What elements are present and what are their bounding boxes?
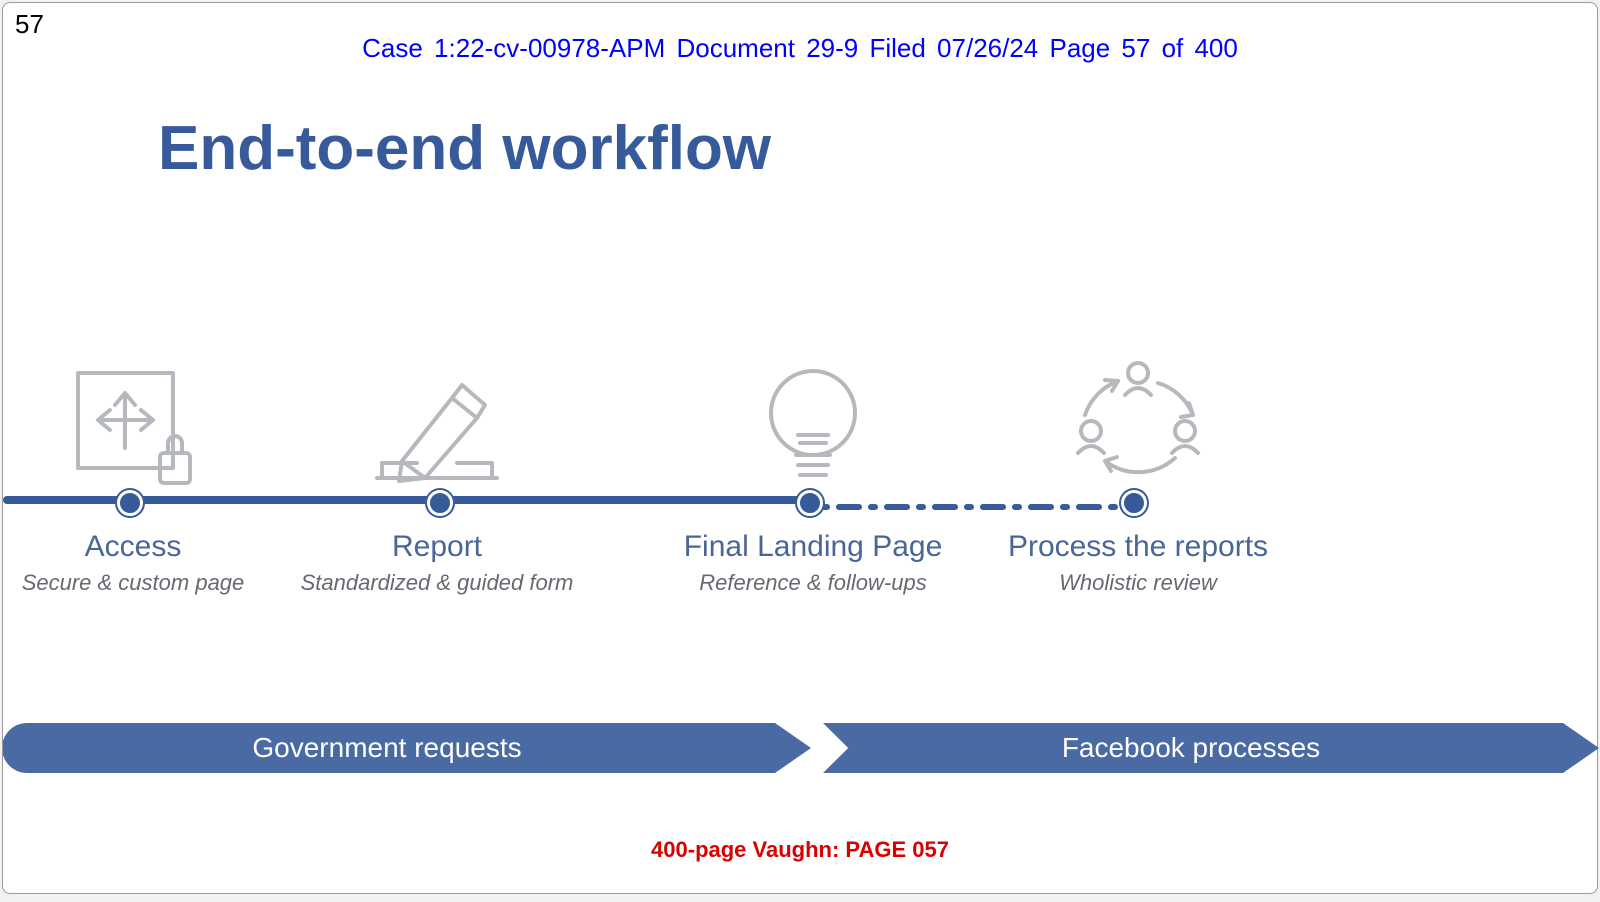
slide-title: End-to-end workflow [158,113,771,184]
workflow-step: Process the reports Wholistic review [968,353,1308,596]
step-title: Final Landing Page [643,530,983,564]
timeline [3,496,1600,506]
page-frame: 57 Case 1:22-cv-00978-APM Document 29-9 … [2,2,1598,894]
people-icon [968,353,1308,488]
timeline-node [117,490,143,516]
category-arrow: Government requests [3,723,811,773]
step-subtitle: Secure & custom page [3,570,263,596]
workflow-step: Access Secure & custom page [3,353,263,596]
step-title: Access [3,530,263,564]
access-icon [3,353,263,488]
timeline-node [427,490,453,516]
step-subtitle: Standardized & guided form [267,570,607,596]
step-title: Report [267,530,607,564]
workflow-step: Report Standardized & guided form [267,353,607,596]
category-arrow-label: Government requests [3,723,771,773]
category-arrow-label: Facebook processes [823,723,1559,773]
case-header: Case 1:22-cv-00978-APM Document 29-9 Fil… [3,33,1597,64]
footer-note: 400-page Vaughn: PAGE 057 [3,837,1597,863]
step-subtitle: Wholistic review [968,570,1308,596]
bulb-icon [643,353,983,488]
workflow-step: Final Landing Page Reference & follow-up… [643,353,983,596]
step-subtitle: Reference & follow-ups [643,570,983,596]
timeline-node [1121,490,1147,516]
timeline-dashed-segment [823,497,1131,503]
category-arrow: Facebook processes [823,723,1599,773]
step-title: Process the reports [968,530,1308,564]
timeline-node [797,490,823,516]
report-icon [267,353,607,488]
